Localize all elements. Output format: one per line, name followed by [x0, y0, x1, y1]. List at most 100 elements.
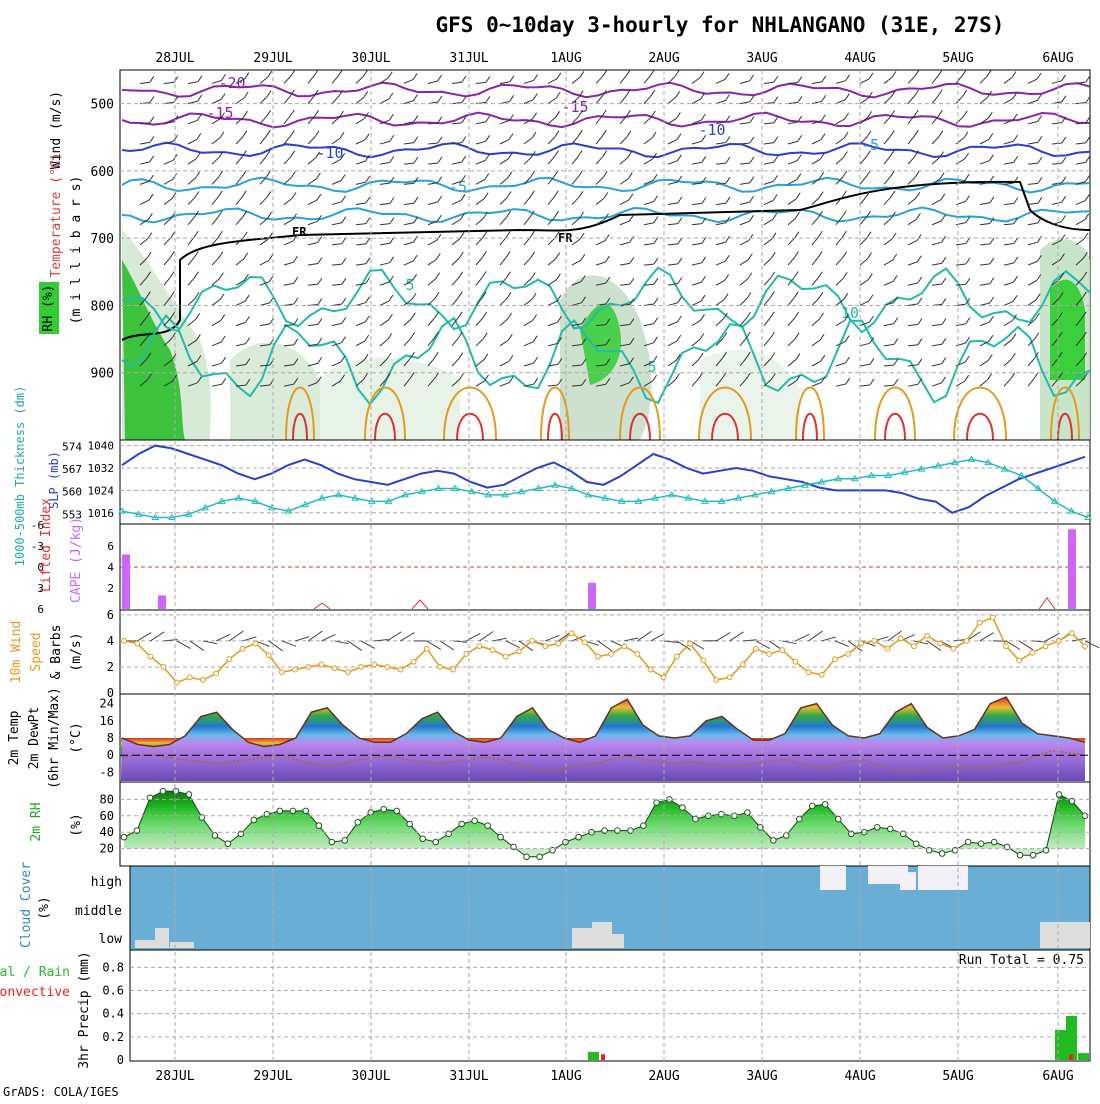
cloud-patch [572, 928, 592, 948]
wind-speed-marker [517, 649, 522, 654]
wind-speed-marker [293, 667, 298, 672]
isotherm-label: -5 [449, 178, 467, 196]
pressure-tick-label: 800 [91, 299, 114, 314]
rh-marker [835, 816, 841, 822]
pressure-tick-label: 700 [91, 232, 114, 247]
slp-tick-label: 1016 [88, 507, 115, 520]
date-label-bottom: 1AUG [550, 1069, 581, 1084]
fr-label: FR [292, 225, 307, 239]
rh-marker [459, 821, 465, 827]
rh-label: RH (%) [41, 285, 56, 332]
precip-total-label: Total / Rain [0, 965, 70, 980]
wind-speed-marker [1017, 658, 1022, 663]
wind-speed-marker [780, 648, 785, 653]
rh-marker [874, 824, 880, 830]
date-label-top: 1AUG [550, 51, 581, 66]
wind-speed-marker [582, 640, 587, 645]
cloud-patch [834, 866, 846, 890]
precip-tick-label: 0.8 [102, 960, 124, 974]
pressure-label: (m i l l i b a r s) [69, 176, 84, 325]
rh-marker [433, 839, 439, 845]
cloud-patch [592, 922, 612, 948]
panel-cloud: Cloud Cover (%) high middle low [19, 862, 1090, 950]
pressure-tick-label: 900 [91, 367, 114, 382]
wind-speed-marker [740, 662, 745, 667]
dewpt-label: 2m DewPt [27, 707, 42, 770]
rh-marker [693, 816, 699, 822]
date-label-bottom: 4AUG [844, 1069, 875, 1084]
wind-speed-marker [1004, 644, 1009, 649]
wind-speed-marker [964, 639, 969, 644]
wind-speed-marker [596, 654, 601, 659]
precip-total-bar [1055, 1030, 1066, 1060]
date-label-top: 29JUL [253, 51, 292, 66]
rh-marker [745, 810, 751, 816]
rh-marker [290, 808, 296, 814]
cape-bar [122, 554, 130, 609]
wind-speed-marker [332, 666, 337, 671]
temp-tick-label: -8 [100, 765, 114, 779]
wind-speed-marker [569, 631, 574, 636]
wind-speed-marker [819, 672, 824, 677]
wind-speed-marker [714, 678, 719, 683]
date-label-top: 6AUG [1042, 51, 1073, 66]
cloud-patch [170, 942, 194, 948]
wind-speed-marker [872, 639, 877, 644]
date-label-bottom: 30JUL [351, 1069, 390, 1084]
cape-label: CAPE (J/kg) [69, 517, 84, 603]
pct-label: (%) [69, 813, 84, 836]
cape-tick-label: 4 [107, 561, 114, 574]
wind-speed-marker [161, 665, 166, 670]
date-label-top: 4AUG [844, 51, 875, 66]
wind-speed-marker [753, 646, 758, 651]
wind-speed-marker [280, 670, 285, 675]
precip-total-bar [588, 1052, 599, 1060]
isotherm-label: -10 [316, 144, 343, 162]
rh-marker [251, 817, 257, 823]
temp2m-label: 2m Temp [7, 710, 22, 765]
date-label-bottom: 6AUG [1042, 1069, 1073, 1084]
wind-speed-marker [503, 654, 508, 659]
rh-marker [329, 839, 335, 845]
wind-speed-marker [556, 641, 561, 646]
wind-speed-marker [832, 657, 837, 662]
rh-marker [537, 854, 543, 860]
precip-frame [130, 950, 1090, 1061]
date-label-bottom: 5AUG [942, 1069, 973, 1084]
rh-marker [771, 838, 777, 844]
wind-speed-marker [648, 667, 653, 672]
wind-speed-marker [214, 671, 219, 676]
panel-precip: 00.20.40.60.8 Run Total = 0.75 Total / R… [0, 950, 1090, 1069]
cape-tick-label: 6 [107, 540, 114, 553]
wind-speed-marker [911, 644, 916, 649]
wind-speed-marker [411, 659, 416, 664]
wind-speed-marker [793, 659, 798, 664]
thickness-tick-label: 567 [62, 463, 82, 476]
li-label: Lifted Index [39, 498, 54, 592]
cloud-pct-label: (%) [37, 896, 52, 919]
cape-bar [158, 595, 166, 609]
wind-speed-marker [977, 620, 982, 625]
wind-speed-marker [372, 662, 377, 667]
rh-marker [277, 808, 283, 814]
rh-marker [381, 806, 387, 812]
rh-marker [225, 841, 231, 847]
rh-marker [822, 802, 828, 808]
wind-speed-marker [675, 654, 680, 659]
date-label-top: 28JUL [155, 51, 194, 66]
temperature-label: Temperature (°C) [49, 152, 64, 277]
wind-speed-marker [122, 639, 127, 644]
isotherm-label: 10 [841, 304, 859, 322]
date-label-top: 2AUG [648, 51, 679, 66]
wind-speed-marker [701, 658, 706, 663]
wind-speed-marker [951, 646, 956, 651]
wind-speed-marker [148, 654, 153, 659]
thickness-tick-label: 560 [62, 486, 82, 499]
chart-title: GFS 0~10day 3-hourly for NHLANGANO (31E,… [436, 13, 1005, 37]
wind-speed-marker [767, 652, 772, 657]
precip-conv-bar [1069, 1054, 1073, 1060]
